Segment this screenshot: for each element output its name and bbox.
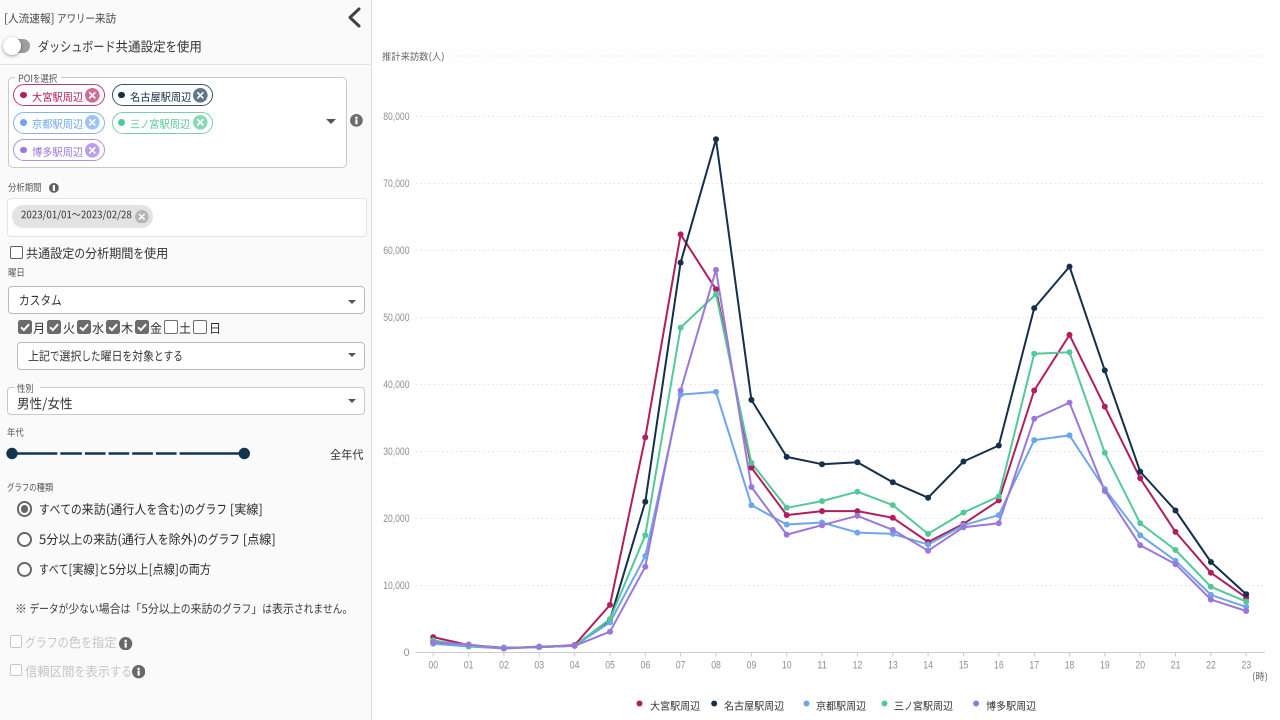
svg-text:60,000: 60,000 <box>383 245 409 257</box>
svg-text:14: 14 <box>923 659 933 671</box>
svg-text:23: 23 <box>1242 659 1252 671</box>
svg-text:07: 07 <box>676 659 686 671</box>
svg-text:30,000: 30,000 <box>383 446 409 458</box>
svg-text:80,000: 80,000 <box>383 111 409 123</box>
svg-text:0: 0 <box>404 647 410 659</box>
svg-text:12: 12 <box>853 659 863 671</box>
svg-text:19: 19 <box>1100 659 1110 671</box>
svg-text:70,000: 70,000 <box>383 178 409 190</box>
svg-text:00: 00 <box>428 659 438 671</box>
svg-text:03: 03 <box>534 659 544 671</box>
svg-text:16: 16 <box>994 659 1004 671</box>
svg-text:08: 08 <box>711 659 721 671</box>
svg-text:06: 06 <box>641 659 651 671</box>
svg-text:13: 13 <box>888 659 898 671</box>
svg-text:01: 01 <box>464 659 474 671</box>
svg-text:20,000: 20,000 <box>383 513 409 525</box>
svg-text:02: 02 <box>499 659 509 671</box>
svg-text:15: 15 <box>959 659 969 671</box>
svg-text:04: 04 <box>570 659 580 671</box>
svg-text:05: 05 <box>605 659 615 671</box>
svg-text:17: 17 <box>1029 659 1039 671</box>
svg-text:18: 18 <box>1065 659 1075 671</box>
svg-text:21: 21 <box>1171 659 1181 671</box>
svg-text:10,000: 10,000 <box>383 580 409 592</box>
svg-text:50,000: 50,000 <box>383 312 409 324</box>
svg-text:10: 10 <box>782 659 792 671</box>
svg-text:11: 11 <box>817 659 827 671</box>
svg-text:09: 09 <box>747 659 757 671</box>
svg-text:20: 20 <box>1135 659 1145 671</box>
svg-text:40,000: 40,000 <box>383 379 409 391</box>
svg-text:22: 22 <box>1206 659 1216 671</box>
